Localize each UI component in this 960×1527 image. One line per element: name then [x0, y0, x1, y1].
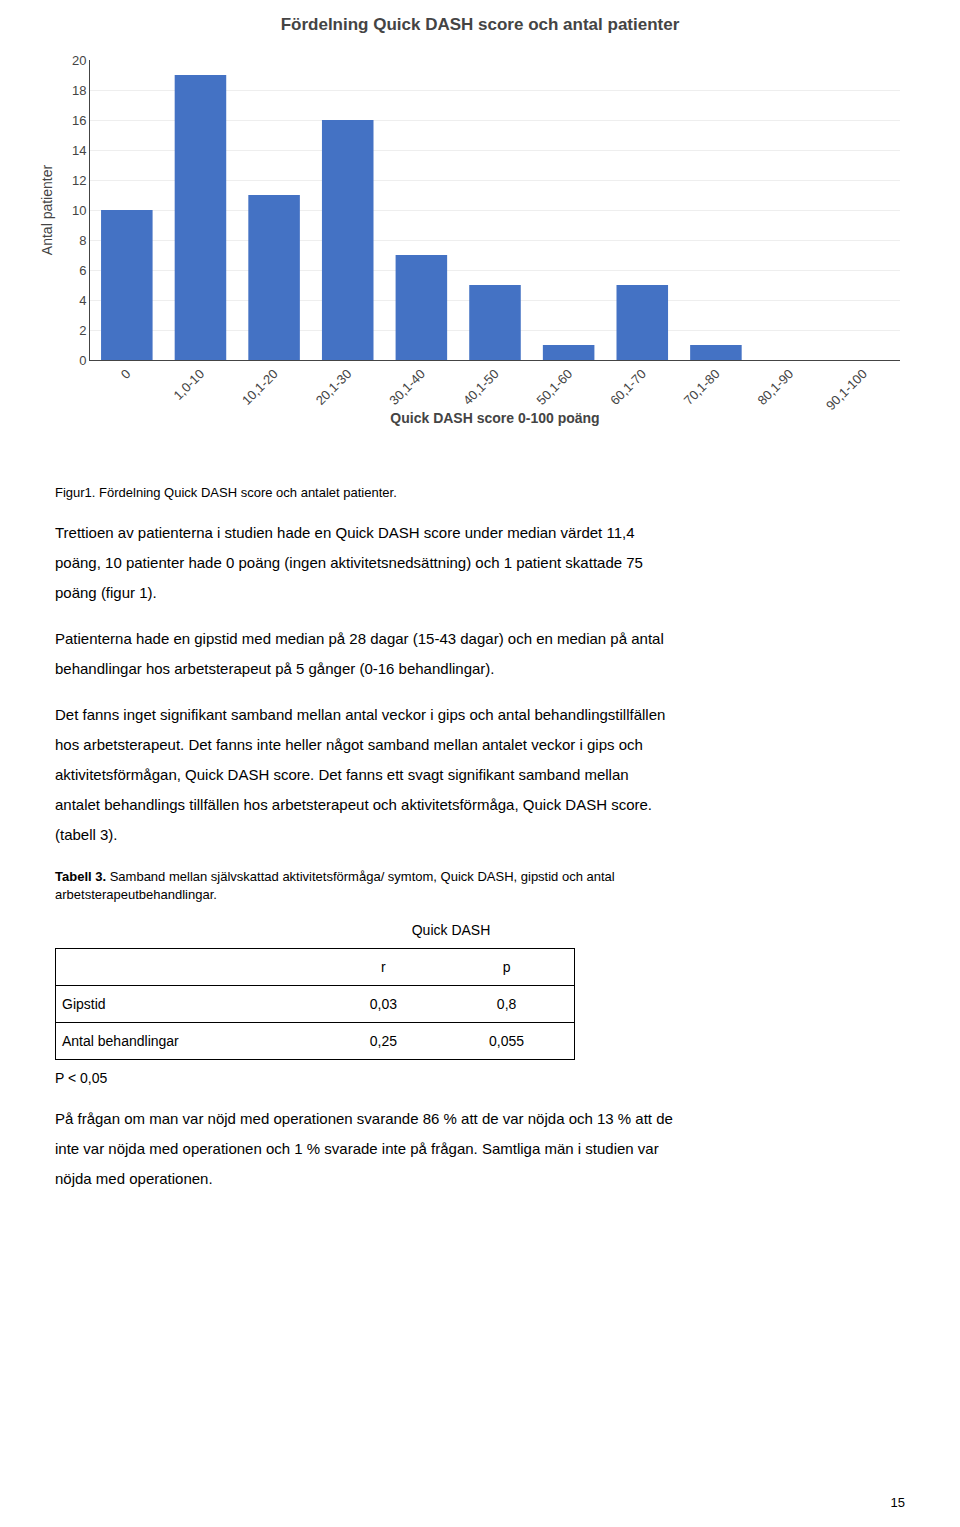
- svg-text:70,1-80: 70,1-80: [681, 366, 723, 408]
- html-text:inte var nöjda med operationen: inte var nöjda med operationen och 1 % s…: [55, 1140, 659, 1157]
- html-text:15: 15: [890, 1495, 905, 1510]
- html-text:antalet behandlings tillfällen: antalet behandlings tillfällen hos arbet…: [55, 796, 652, 813]
- svg-text:0: 0: [79, 353, 86, 368]
- svg-text:4: 4: [79, 293, 86, 308]
- svg-text:12: 12: [72, 173, 86, 188]
- svg-text:20: 20: [72, 53, 86, 68]
- html-text:nöjda med operationen.: nöjda med operationen.: [55, 1170, 213, 1187]
- svg-text:Fördelning Quick DASH score oc: Fördelning Quick DASH score och antal pa…: [281, 15, 680, 34]
- svg-text:10,1-20: 10,1-20: [239, 366, 281, 408]
- svg-text:30,1-40: 30,1-40: [386, 366, 428, 408]
- svg-text:0: 0: [118, 366, 134, 382]
- html-text:Patienterna hade en gipstid me: Patienterna hade en gipstid med median p…: [55, 630, 664, 647]
- html-text:Quick DASH: Quick DASH: [411, 922, 491, 938]
- html-text:0,055: 0,055: [489, 1033, 525, 1049]
- svg-text:90,1-100: 90,1-100: [823, 366, 870, 413]
- html-text:Figur1. Fördelning Quick DASH: Figur1. Fördelning Quick DASH score och …: [55, 485, 397, 500]
- svg-text:20,1-30: 20,1-30: [313, 366, 355, 408]
- html-text:behandlingar hos arbetsterapeu: behandlingar hos arbetsterapeut på 5 gån…: [55, 660, 495, 677]
- svg-text:8: 8: [79, 233, 86, 248]
- svg-text:2: 2: [79, 323, 86, 338]
- html-text:P < 0,05: P < 0,05: [55, 1070, 108, 1086]
- html-text:Trettioen av patienterna i stu: Trettioen av patienterna i studien hade …: [55, 524, 635, 541]
- html-text:Antal behandlingar: Antal behandlingar: [62, 1033, 179, 1049]
- svg-text:60,1-70: 60,1-70: [607, 366, 649, 408]
- svg-text:50,1-60: 50,1-60: [534, 366, 576, 408]
- html-text:hos arbetsterapeut. Det fanns: hos arbetsterapeut. Det fanns inte helle…: [55, 736, 643, 753]
- svg-text:14: 14: [72, 143, 86, 158]
- html-text:Gipstid: Gipstid: [62, 996, 106, 1012]
- svg-text:6: 6: [79, 263, 86, 278]
- html-text:arbetsterapeutbehandlingar.: arbetsterapeutbehandlingar.: [55, 887, 217, 902]
- svg-text:Quick DASH score 0-100 poäng: Quick DASH score 0-100 poäng: [390, 410, 599, 426]
- html-text:poäng, 10 patienter hade 0 poä: poäng, 10 patienter hade 0 poäng (ingen …: [55, 554, 643, 571]
- svg-text:Antal patienter: Antal patienter: [39, 165, 55, 256]
- html-text:Tabell 3. Samband mellan själv: Tabell 3. Samband mellan självskattad ak…: [55, 869, 615, 884]
- svg-text:40,1-50: 40,1-50: [460, 366, 502, 408]
- svg-text:18: 18: [72, 83, 86, 98]
- html-text:Det fanns inget signifikant sa: Det fanns inget signifikant samband mell…: [55, 706, 666, 723]
- html-text:(tabell 3).: (tabell 3).: [55, 826, 118, 843]
- html-text:poäng (figur 1).: poäng (figur 1).: [55, 584, 157, 601]
- html-text:r: r: [381, 959, 386, 975]
- html-text:p: p: [502, 959, 511, 975]
- html-text:0,25: 0,25: [369, 1033, 397, 1049]
- html-text:På frågan om man var nöjd med: På frågan om man var nöjd med operatione…: [55, 1110, 673, 1127]
- html-text:0,03: 0,03: [369, 996, 397, 1012]
- svg-text:10: 10: [72, 203, 86, 218]
- html-text:aktivitetsförmågan, Quick DASH: aktivitetsförmågan, Quick DASH score. De…: [55, 766, 629, 783]
- svg-text:1,0-10: 1,0-10: [170, 366, 207, 403]
- svg-text:80,1-90: 80,1-90: [754, 366, 796, 408]
- svg-text:16: 16: [72, 113, 86, 128]
- html-text:0,8: 0,8: [496, 996, 517, 1012]
